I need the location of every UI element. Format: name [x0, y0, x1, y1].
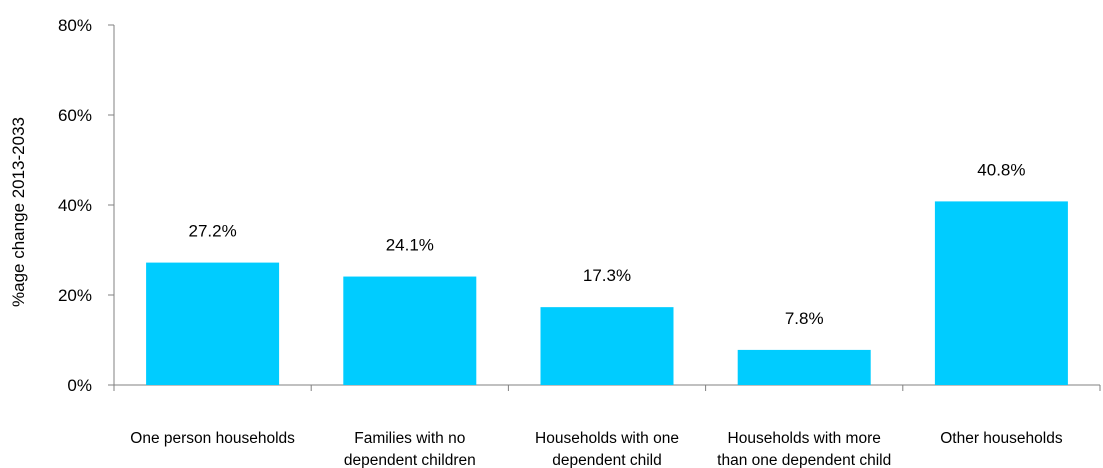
- bar: [146, 262, 280, 385]
- x-category-label: Other households: [940, 430, 1063, 447]
- bar: [343, 276, 477, 385]
- x-category-label: Families with no dependent children: [344, 430, 476, 468]
- x-category-label: Households with one dependent child: [535, 430, 679, 468]
- x-category-label: One person households: [130, 430, 295, 447]
- bar: [934, 201, 1068, 385]
- bar: [540, 307, 674, 385]
- data-label: 17.3%: [583, 266, 631, 285]
- y-axis-title: %age change 2013-2033: [9, 117, 28, 307]
- bars: [146, 201, 1068, 385]
- y-tick-label: 80%: [58, 16, 92, 35]
- bar: [737, 349, 871, 385]
- y-tick-label: 40%: [58, 196, 92, 215]
- x-category-label: Households with more than one dependent c…: [717, 430, 891, 468]
- data-label: 27.2%: [188, 222, 236, 241]
- data-label: 40.8%: [977, 160, 1025, 179]
- y-tick-label: 20%: [58, 286, 92, 305]
- y-tick-label: 0%: [67, 376, 92, 395]
- y-tick-label: 60%: [58, 106, 92, 125]
- data-label: 7.8%: [785, 309, 824, 328]
- data-label: 24.1%: [386, 236, 434, 255]
- labels: 27.2% One person households 24.1% Families …: [130, 160, 1063, 468]
